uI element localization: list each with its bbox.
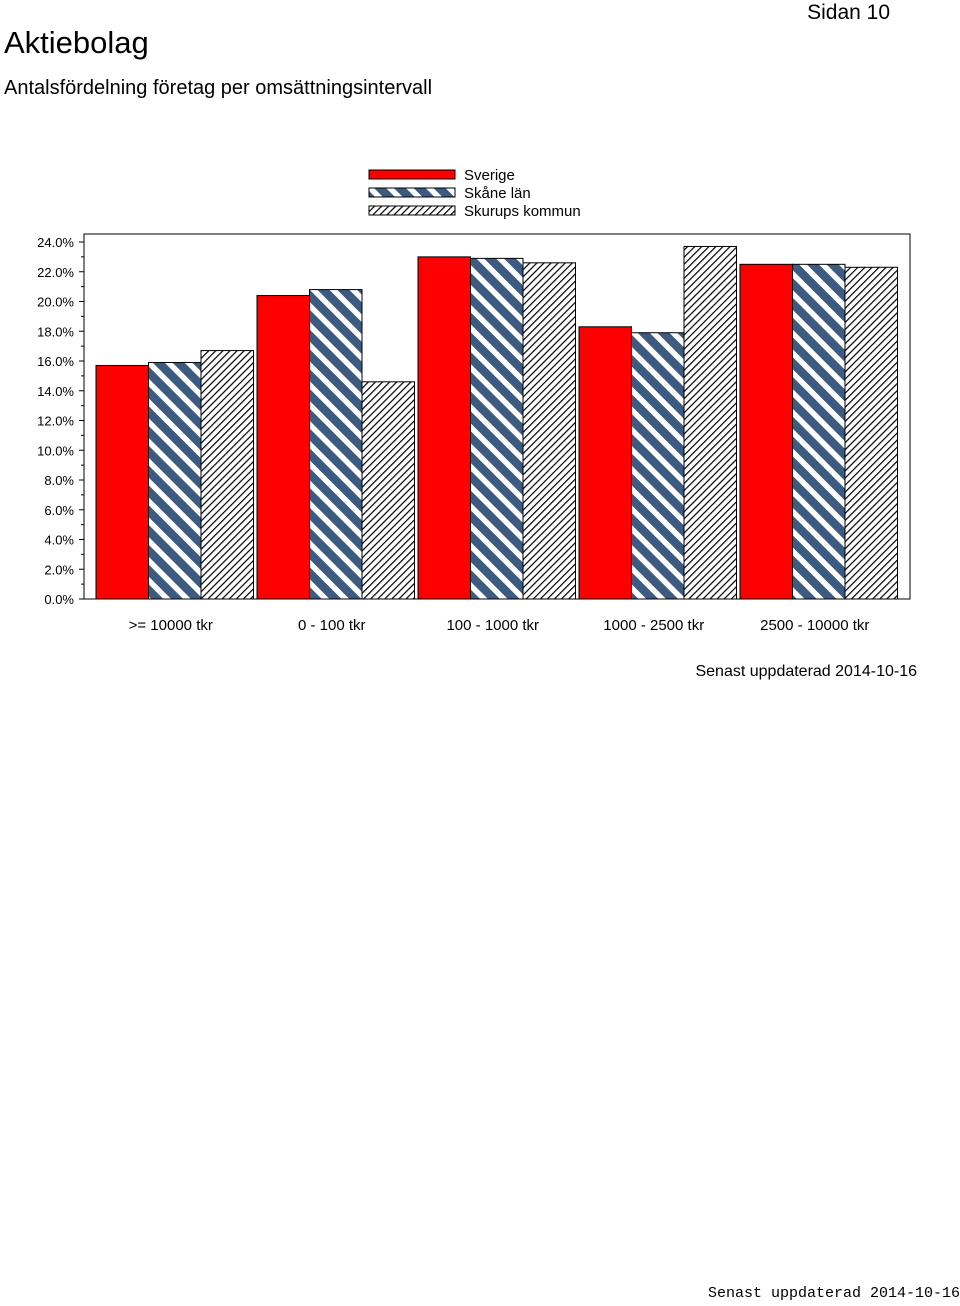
legend-swatch bbox=[368, 205, 456, 216]
y-tick-label: 22.0% bbox=[37, 265, 74, 280]
last-updated-footer: Senast uppdaterad 2014-10-16 bbox=[707, 1285, 960, 1302]
y-axis: 0.0% 2.0% 4.0% 6.0% 8.0% 10.0% 12.0% 14.0% 16.0%… bbox=[37, 235, 84, 607]
y-tick-label: 14.0% bbox=[37, 384, 74, 399]
legend-label: Skåne län bbox=[464, 185, 531, 202]
y-tick-label: 10.0% bbox=[37, 443, 74, 458]
x-axis: >= 10000 tkr 0 - 100 tkr 100 - 1000 tkr 100… bbox=[129, 617, 870, 634]
page-number: Sidan 10 bbox=[807, 1, 890, 24]
y-tick-label: 2.0% bbox=[44, 562, 74, 577]
y-tick-label: 0.0% bbox=[44, 592, 74, 607]
bar bbox=[578, 326, 632, 600]
legend-label: Skurups kommun bbox=[464, 203, 581, 220]
x-tick-label: 100 - 1000 tkr bbox=[446, 617, 539, 634]
bar bbox=[95, 364, 149, 600]
bar bbox=[470, 257, 524, 600]
page-title: Aktiebolag bbox=[4, 25, 149, 60]
bar bbox=[200, 350, 254, 600]
legend-label: Sverige bbox=[464, 167, 515, 184]
y-tick-label: 20.0% bbox=[37, 295, 74, 310]
x-tick-label: 1000 - 2500 tkr bbox=[603, 617, 704, 634]
x-tick-label: 0 - 100 tkr bbox=[298, 617, 366, 634]
bar bbox=[522, 262, 576, 600]
bar bbox=[792, 263, 846, 600]
plot-area bbox=[83, 233, 911, 600]
bar bbox=[739, 263, 793, 600]
page-subtitle: Antalsfördelning företag per omsättnings… bbox=[4, 77, 433, 99]
x-tick-label: >= 10000 tkr bbox=[129, 617, 213, 634]
x-tick-label: 2500 - 10000 tkr bbox=[760, 617, 869, 634]
legend-swatch bbox=[368, 169, 456, 180]
y-tick-label: 6.0% bbox=[44, 503, 74, 518]
bar bbox=[631, 332, 685, 600]
y-tick-label: 18.0% bbox=[37, 324, 74, 339]
bar bbox=[361, 381, 415, 600]
bar bbox=[683, 245, 737, 600]
bar bbox=[256, 295, 310, 600]
last-updated-text: Senast uppdaterad 2014-10-16 bbox=[695, 663, 917, 680]
y-tick-label: 24.0% bbox=[37, 235, 74, 250]
bar bbox=[309, 289, 363, 600]
legend-swatch bbox=[368, 187, 456, 198]
y-tick-label: 12.0% bbox=[37, 414, 74, 429]
y-tick-label: 4.0% bbox=[44, 533, 74, 548]
y-tick-label: 16.0% bbox=[37, 354, 74, 369]
bar bbox=[417, 256, 471, 600]
bar bbox=[844, 266, 898, 600]
y-tick-label: 8.0% bbox=[44, 473, 74, 488]
bar bbox=[148, 361, 202, 600]
